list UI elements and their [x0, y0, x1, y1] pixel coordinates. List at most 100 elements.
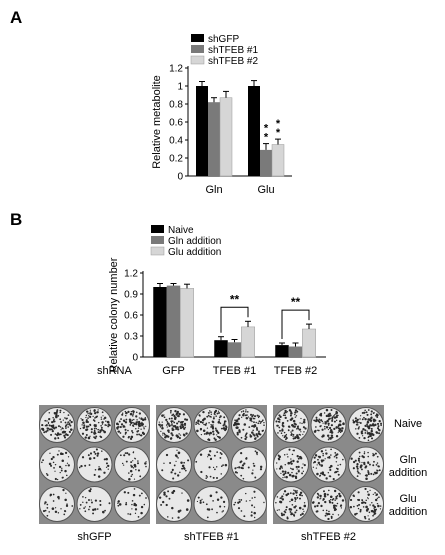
colony-dot [201, 419, 205, 422]
colony-dot [212, 424, 214, 426]
colony-dot [42, 428, 45, 432]
colony-dot [283, 431, 286, 434]
colony-dot [338, 420, 342, 423]
colony-dot [205, 477, 208, 479]
colony-dot [135, 415, 138, 418]
colony-dot [222, 510, 225, 512]
colony-dot [132, 467, 135, 469]
colony-dot [117, 500, 120, 503]
colony-dot [256, 428, 259, 431]
colony-dot [205, 503, 208, 506]
colony-dot [242, 410, 245, 413]
colony-dot [170, 411, 172, 414]
colony-dot [84, 496, 87, 499]
colony-dot [320, 497, 322, 499]
colony-dot [283, 490, 287, 493]
colony-dot [299, 422, 301, 424]
colony-dot [247, 466, 250, 469]
colony-dot [357, 418, 359, 420]
colony-dot [329, 468, 332, 472]
colony-dot [93, 420, 96, 422]
colony-dot [376, 462, 379, 464]
colony-dot [359, 473, 361, 475]
colony-dot [79, 427, 82, 430]
colony-dot [143, 427, 145, 430]
colony-dot [370, 429, 373, 433]
colony-dot [135, 421, 138, 424]
culture-well [348, 446, 384, 483]
colony-dot [54, 477, 57, 481]
colony-dot [184, 418, 187, 421]
colony-dot [314, 454, 318, 457]
colony-dot [130, 410, 133, 413]
colony-dot [167, 490, 170, 493]
colony-dot [316, 429, 319, 431]
colony-dot [325, 414, 329, 418]
legend-swatch [151, 225, 164, 233]
colony-dot [94, 430, 96, 433]
colony-dot [278, 426, 281, 429]
colony-dot [331, 418, 334, 420]
colony-dot [320, 450, 324, 453]
colony-dot [161, 414, 164, 417]
colony-dot [183, 427, 186, 430]
colony-dot [140, 511, 143, 515]
colony-dot [378, 469, 381, 472]
colony-dot [69, 431, 71, 433]
colony-dot [322, 452, 324, 455]
bar [180, 288, 194, 358]
colony-dot [294, 413, 296, 416]
colony-dot [97, 468, 101, 471]
colony-dot [322, 459, 325, 462]
colony-dot [370, 427, 373, 430]
colony-dot [328, 424, 330, 426]
colony-dot [125, 503, 128, 506]
colony-dot [100, 469, 102, 471]
colony-dot [289, 508, 293, 511]
colony-dot [285, 475, 288, 479]
colony-dot [178, 433, 180, 435]
colony-dot [59, 411, 62, 414]
colony-dot [358, 451, 361, 454]
colony-dot [249, 500, 251, 502]
colony-dot [283, 412, 286, 415]
colony-dot [290, 513, 293, 516]
colony-dot [183, 422, 187, 426]
colony-dot [82, 496, 84, 498]
colony-dot [367, 451, 369, 454]
colony-dot [103, 458, 106, 461]
colony-dot [353, 421, 356, 423]
colony-dot [330, 434, 334, 437]
colony-dot [290, 433, 293, 436]
colony-dot [52, 456, 55, 459]
colony-dot [367, 455, 370, 458]
colony-dot [181, 467, 184, 470]
colony-dot [184, 426, 186, 429]
colony-dot [138, 417, 141, 419]
colony-dot [71, 505, 74, 507]
colony-dot [93, 473, 96, 477]
colony-dot [138, 494, 141, 497]
colony-dot [219, 456, 222, 459]
colony-dot [87, 436, 91, 440]
colony-dot [369, 489, 371, 492]
colony-dot [219, 451, 222, 454]
colony-dot [92, 508, 95, 512]
colony-dot [127, 491, 130, 494]
colony-dot [137, 516, 140, 518]
colony-dot [49, 494, 52, 497]
colony-dot [143, 426, 145, 428]
colony-dot [59, 409, 62, 412]
colony-dot [250, 511, 253, 514]
colony-dot [372, 453, 375, 456]
colony-dot [374, 423, 377, 427]
colony-dot [160, 430, 162, 433]
colony-dot [116, 427, 119, 430]
colony-dot [208, 410, 211, 412]
colony-dot [244, 435, 246, 437]
colony-dot [48, 462, 52, 466]
colony-dot [336, 453, 339, 456]
colony-dot [237, 417, 240, 420]
colony-dot [131, 473, 134, 476]
colony-dot [277, 432, 279, 434]
